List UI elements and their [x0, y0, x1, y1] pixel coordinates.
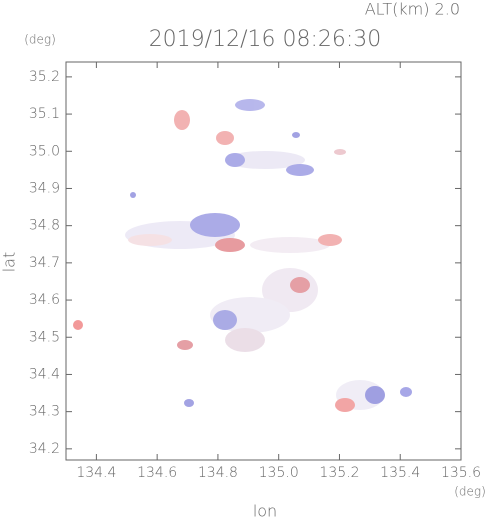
x-tick-label: 134.6 — [137, 465, 177, 481]
y-tick-label: 35.0 — [29, 143, 60, 159]
y-tick-label: 34.6 — [29, 292, 60, 308]
x-tick-label: 135.6 — [441, 465, 481, 481]
x-tick-label: 135.0 — [259, 465, 299, 481]
x-tick-label: 135.4 — [380, 465, 420, 481]
y-tick-label: 34.7 — [29, 255, 60, 271]
y-axis-label: lat — [0, 252, 19, 273]
chart-title: 2019/12/16 08:26:30 — [149, 27, 382, 52]
y-tick-label: 34.3 — [29, 404, 60, 420]
y-tick-label: 34.5 — [29, 329, 60, 345]
y-unit: (deg) — [24, 33, 56, 47]
x-unit: (deg) — [454, 485, 486, 499]
x-tick-label: 135.2 — [319, 465, 359, 481]
y-tick-label: 34.4 — [29, 366, 60, 382]
x-tick-label: 134.4 — [76, 465, 116, 481]
y-tick-label: 34.2 — [29, 441, 60, 457]
plot-frame — [65, 61, 462, 461]
echoes — [73, 99, 412, 412]
y-tick-label: 34.8 — [29, 218, 60, 234]
y-tick-label: 34.9 — [29, 180, 60, 196]
chart-subtitle: ALT(km) 2.0 — [365, 0, 460, 19]
x-axis-label: lon — [253, 502, 277, 521]
y-tick-label: 35.2 — [29, 69, 60, 85]
y-tick-label: 35.1 — [29, 106, 60, 122]
x-tick-label: 134.8 — [198, 465, 238, 481]
